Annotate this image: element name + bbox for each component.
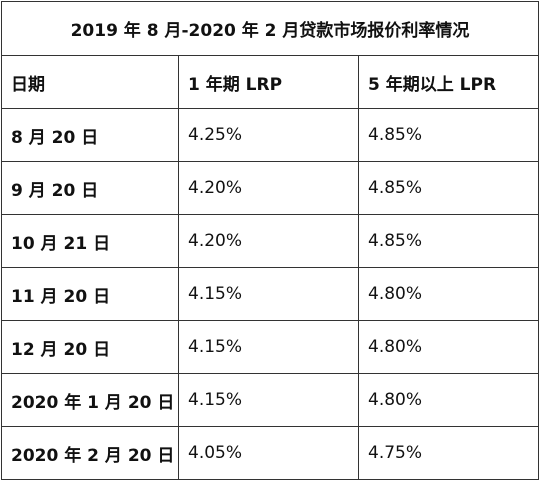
table-title: 2019 年 8 月-2020 年 2 月贷款市场报价利率情况 bbox=[0, 1, 540, 56]
rate-cell: 4.05% bbox=[178, 426, 359, 480]
header-row: 日期 1 年期 LRP 5 年期以上 LPR bbox=[1, 55, 540, 109]
rate-cell: 4.80% bbox=[357, 320, 540, 374]
date-cell: 11 月 20 日 bbox=[1, 267, 179, 321]
rate-cell: 4.85% bbox=[357, 108, 540, 162]
rate-cell: 4.15% bbox=[178, 373, 359, 427]
data-row: 11 月 20 日 4.15% 4.80% bbox=[1, 267, 540, 321]
data-row: 10 月 21 日 4.20% 4.85% bbox=[1, 214, 540, 268]
data-row: 2020 年 1 月 20 日 4.15% 4.80% bbox=[1, 373, 540, 427]
rate-cell: 4.85% bbox=[357, 161, 540, 215]
date-cell: 12 月 20 日 bbox=[1, 320, 179, 374]
rate-cell: 4.20% bbox=[178, 161, 359, 215]
rate-cell: 4.80% bbox=[357, 267, 540, 321]
rate-cell: 4.75% bbox=[357, 426, 540, 480]
header-cell: 1 年期 LRP bbox=[178, 55, 359, 109]
header-cell: 日期 bbox=[1, 55, 179, 109]
rate-cell: 4.15% bbox=[178, 267, 359, 321]
data-row: 12 月 20 日 4.15% 4.80% bbox=[1, 320, 540, 374]
date-cell: 2020 年 2 月 20 日 bbox=[1, 426, 179, 480]
date-cell: 10 月 21 日 bbox=[1, 214, 179, 268]
rate-cell: 4.20% bbox=[178, 214, 359, 268]
data-row: 2020 年 2 月 20 日 4.05% 4.75% bbox=[1, 426, 540, 480]
title-row: 2019 年 8 月-2020 年 2 月贷款市场报价利率情况 bbox=[0, 1, 540, 56]
date-cell: 2020 年 1 月 20 日 bbox=[1, 373, 179, 427]
header-cell: 5 年期以上 LPR bbox=[357, 55, 540, 109]
data-row: 8 月 20 日 4.25% 4.85% bbox=[1, 108, 540, 162]
rate-cell: 4.25% bbox=[178, 108, 359, 162]
rate-cell: 4.85% bbox=[357, 214, 540, 268]
rate-cell: 4.80% bbox=[357, 373, 540, 427]
date-cell: 8 月 20 日 bbox=[1, 108, 179, 162]
rate-cell: 4.15% bbox=[178, 320, 359, 374]
date-cell: 9 月 20 日 bbox=[1, 161, 179, 215]
data-row: 9 月 20 日 4.20% 4.85% bbox=[1, 161, 540, 215]
